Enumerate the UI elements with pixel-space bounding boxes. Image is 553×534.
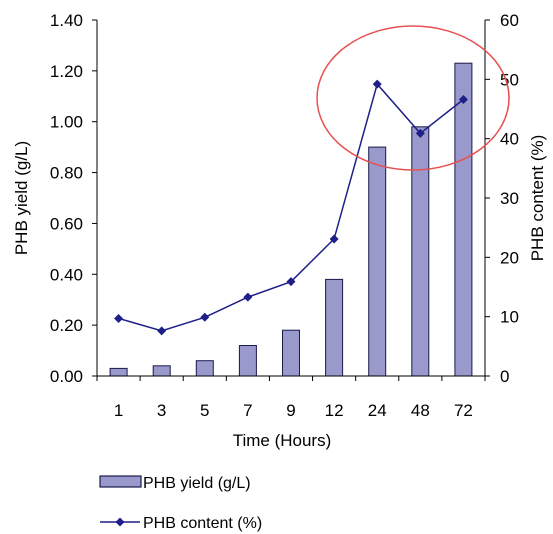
bar-phb-yield [325,278,344,377]
point-phb-content [329,234,339,244]
bar-phb-yield [109,367,128,377]
y-tick-label-left: 0.20 [50,316,83,335]
point-phb-content [157,326,167,336]
y-tick-label-left: 1.00 [50,113,83,132]
x-tick-label: 9 [286,401,295,420]
x-tick-label: 24 [368,401,387,420]
bar-phb-yield [152,365,171,377]
bar-phb-yield [238,345,257,377]
legend-label-phb-content: PHB content (%) [143,515,262,532]
legend-swatch-bar [99,475,142,488]
bar-phb-yield [195,360,214,377]
y-tick-label-left: 0.40 [50,265,83,284]
y-axis-title-left: PHB yield (g/L) [12,141,31,255]
point-phb-content [286,277,296,287]
y-tick-label-right: 60 [500,11,519,30]
x-axis-title: Time (Hours) [233,431,332,450]
y-axis-title-right: PHB content (%) [528,135,547,262]
y-tick-label-left: 1.20 [50,62,83,81]
point-phb-content [372,79,382,89]
highlight-circle [316,25,510,171]
y-tick-label-right: 10 [500,308,519,327]
point-phb-content [458,95,468,105]
bar-phb-yield [454,62,473,377]
y-tick-label-left: 1.40 [50,11,83,30]
y-tick-label-left: 0.00 [50,367,83,386]
legend: PHB yield (g/L) PHB content (%) [99,475,262,532]
x-tick-label: 12 [325,401,344,420]
point-phb-content [114,313,124,323]
y-tick-label-right: 20 [500,248,519,267]
x-tick-label: 72 [454,401,473,420]
point-phb-content [243,292,253,302]
bar-phb-yield [411,126,430,377]
plot-area: 0.00 0.20 0.40 0.60 0.80 1.00 1.20 1.40 0 10 20 30 4… [12,11,547,450]
y-tick-label-left: 0.80 [50,164,83,183]
legend-swatch-marker [115,517,125,527]
x-tick-label: 48 [411,401,430,420]
point-phb-content [415,128,425,138]
point-phb-content [200,312,210,322]
x-tick-label: 5 [200,401,209,420]
x-tick-label: 7 [243,401,252,420]
x-tick-label: 1 [114,401,123,420]
bar-phb-yield [368,146,387,377]
bar-phb-yield [282,329,300,377]
y-tick-label-left: 0.60 [50,214,83,233]
legend-label-phb-yield: PHB yield (g/L) [143,475,251,492]
y-tick-label-right: 30 [500,189,519,208]
y-tick-label-right: 0 [500,367,509,386]
x-tick-label: 3 [157,401,166,420]
y-tick-label-right: 40 [500,130,519,149]
